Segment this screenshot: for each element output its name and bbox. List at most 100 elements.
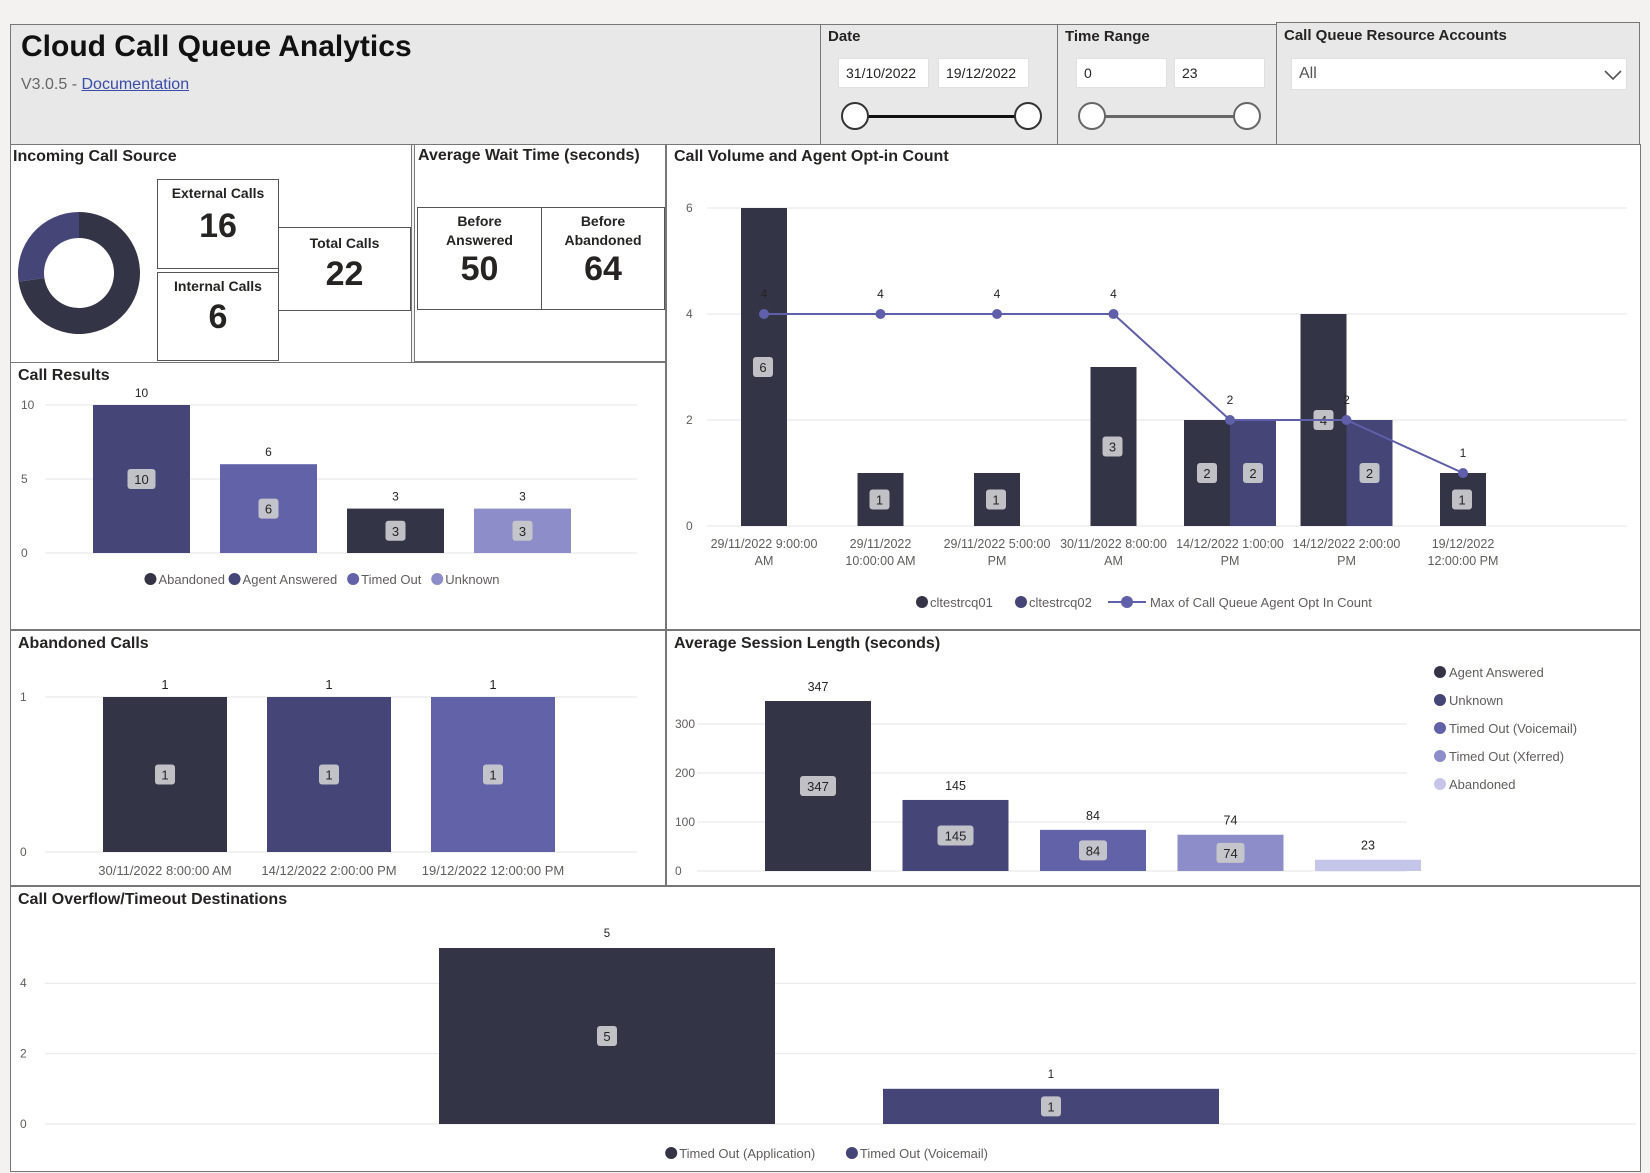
wait-title: Average Wait Time (seconds): [418, 147, 640, 164]
bar-data-label: 10: [134, 472, 148, 487]
date-end-input[interactable]: 19/12/2022: [938, 58, 1029, 88]
bar-data-label-bg: [800, 776, 836, 796]
time-start-input[interactable]: 0: [1076, 58, 1167, 88]
opt-in-value-label: 2: [1343, 393, 1350, 407]
bar-data-label-bg: [1197, 463, 1217, 483]
bar-data-label: 1: [325, 768, 332, 783]
bar-value-label: 10: [135, 386, 149, 400]
abandoned-calls-panel: Abandoned Calls 0 1 1 1 30/11/2022 8:00:00 A…: [10, 630, 666, 886]
incoming-donut-chart[interactable]: [11, 145, 413, 365]
call-volume-title: Call Volume and Agent Opt-in Count: [674, 148, 949, 165]
bar-data-label: 2: [1366, 466, 1373, 481]
bar-data-label-bg: [319, 764, 339, 785]
overflow-panel: Call Overflow/Timeout Destinations 0 2 4 5 5…: [10, 886, 1641, 1172]
internal-calls-value: 6: [208, 298, 228, 336]
y-tick-label: 0: [20, 845, 27, 859]
bar-data-label: 1: [1047, 1099, 1054, 1114]
bar-value-label: 5: [604, 928, 610, 940]
legend-label: Timed Out (Xferred): [1449, 749, 1564, 764]
external-calls-card: External Calls 16: [157, 179, 279, 269]
x-tick-label: PM: [988, 554, 1007, 568]
bar-data-label-bg: [753, 357, 773, 377]
bar-data-label: 1: [161, 768, 168, 783]
documentation-link[interactable]: Documentation: [81, 76, 190, 93]
legend-marker: [916, 596, 928, 608]
x-tick-label: 29/11/2022 9:00:00: [711, 537, 818, 551]
y-tick-label: 10: [21, 398, 35, 412]
total-calls-card: Total Calls 22: [278, 227, 411, 311]
x-tick-label: 14/12/2022 1:00:00: [1176, 537, 1284, 551]
legend-label: Agent Answered: [1449, 665, 1544, 680]
time-slider-track[interactable]: [1094, 115, 1242, 118]
accounts-filter-panel: Call Queue Resource Accounts All: [1276, 22, 1640, 145]
bar-data-label: 3: [392, 524, 399, 539]
version-text: V3.0.5 -: [21, 76, 82, 93]
bar-data-label-bg: [1243, 463, 1263, 483]
y-tick-label: 100: [675, 815, 695, 829]
legend-label: Timed Out: [361, 572, 422, 587]
before-answered-card: Before Answered 50: [417, 207, 542, 310]
x-tick-label: PM: [1337, 554, 1356, 568]
x-tick-label: 19/12/2022 12:00:00 PM: [422, 863, 564, 878]
legend-label: Max of Call Queue Agent Opt In Count: [1150, 595, 1372, 610]
date-slider-end-handle[interactable]: [1014, 102, 1042, 130]
opt-in-value-label: 4: [761, 287, 768, 301]
bar-data-label-bg: [258, 498, 279, 519]
overflow-chart[interactable]: 0 2 4 5 5 1 1 Timed Out (Application) Timed Out …: [11, 887, 1642, 1173]
bar-data-label-bg: [869, 489, 890, 510]
date-filter-panel: Date 31/10/2022 19/12/2022: [820, 24, 1058, 145]
bar-data-label: 1: [992, 493, 999, 508]
time-slider-end-handle[interactable]: [1233, 102, 1261, 130]
bar-value-label: 1: [1048, 1069, 1054, 1081]
call-results-title: Call Results: [18, 367, 110, 384]
before-answered-value: 50: [460, 250, 499, 288]
bar-value-label: 84: [1086, 809, 1100, 823]
bar-data-label: 2: [1249, 466, 1256, 481]
opt-in-point: [1341, 415, 1352, 425]
accounts-dropdown[interactable]: All: [1291, 58, 1627, 90]
time-slider-start-handle[interactable]: [1078, 102, 1106, 130]
y-tick-label: 6: [686, 201, 693, 215]
legend-marker: [1434, 722, 1446, 734]
donut-slice-1: [18, 212, 80, 282]
call-results-chart[interactable]: 0 5 10 10 10 6 6 3 3 3 3 Abandoned Agent Answered Tim…: [11, 363, 667, 631]
legend-marker: [347, 573, 360, 585]
date-slider-track[interactable]: [855, 115, 1027, 118]
time-end-input[interactable]: 23: [1174, 58, 1265, 88]
y-tick-label: 0: [686, 519, 693, 533]
bar-data-label-bg: [986, 489, 1006, 510]
opt-in-point: [1225, 415, 1235, 425]
legend-label: Unknown: [445, 572, 499, 587]
call-volume-chart[interactable]: 0 2 4 6 6 29/11/2022 9:00:00 AM 1 29/11/2022 10:0…: [667, 145, 1642, 631]
x-tick-label: PM: [1221, 554, 1240, 568]
x-tick-label: 14/12/2022 2:00:00 PM: [261, 863, 396, 878]
bar-data-label: 6: [759, 360, 766, 375]
date-slider-start-handle[interactable]: [841, 102, 869, 130]
bar: [1315, 859, 1421, 871]
session-length-panel: Average Session Length (seconds) 0 100 200…: [666, 630, 1641, 886]
total-calls-label: Total Calls: [309, 235, 380, 251]
internal-calls-label: Internal Calls: [174, 278, 262, 294]
legend-marker: [1434, 778, 1446, 790]
legend-marker: [1434, 750, 1446, 762]
x-tick-label: 30/11/2022 8:00:00 AM: [98, 863, 231, 878]
average-wait-time-panel: Average Wait Time (seconds) Before Answe…: [414, 144, 666, 362]
before-answered-label: Before Answered: [446, 213, 513, 248]
opt-in-point: [759, 309, 769, 319]
call-volume-panel: Call Volume and Agent Opt-in Count 0 2 4 6 6…: [666, 144, 1641, 630]
x-tick-label: 10:00:00 AM: [845, 554, 915, 568]
y-tick-label: 5: [21, 472, 28, 486]
external-calls-label: External Calls: [171, 185, 265, 201]
accounts-dropdown-value: All: [1299, 65, 1317, 82]
bar-data-label: 1: [1458, 493, 1465, 508]
legend-marker: [845, 1147, 858, 1159]
abandoned-calls-chart[interactable]: 0 1 1 1 30/11/2022 8:00:00 AM 1 1 14/12/2022 2:…: [11, 631, 667, 887]
bar-data-label: 84: [1086, 843, 1100, 858]
bar-data-label-bg: [1041, 1096, 1061, 1117]
bar-data-label-bg: [1102, 436, 1123, 457]
session-length-chart[interactable]: 0 100 200 300 347 347 145 145 84 84 74 74 23 Agent An…: [667, 631, 1642, 887]
legend-label: Abandoned: [158, 572, 225, 587]
date-start-input[interactable]: 31/10/2022: [838, 58, 929, 88]
bar-data-label-bg: [385, 520, 406, 541]
y-tick-label: 4: [686, 307, 693, 321]
